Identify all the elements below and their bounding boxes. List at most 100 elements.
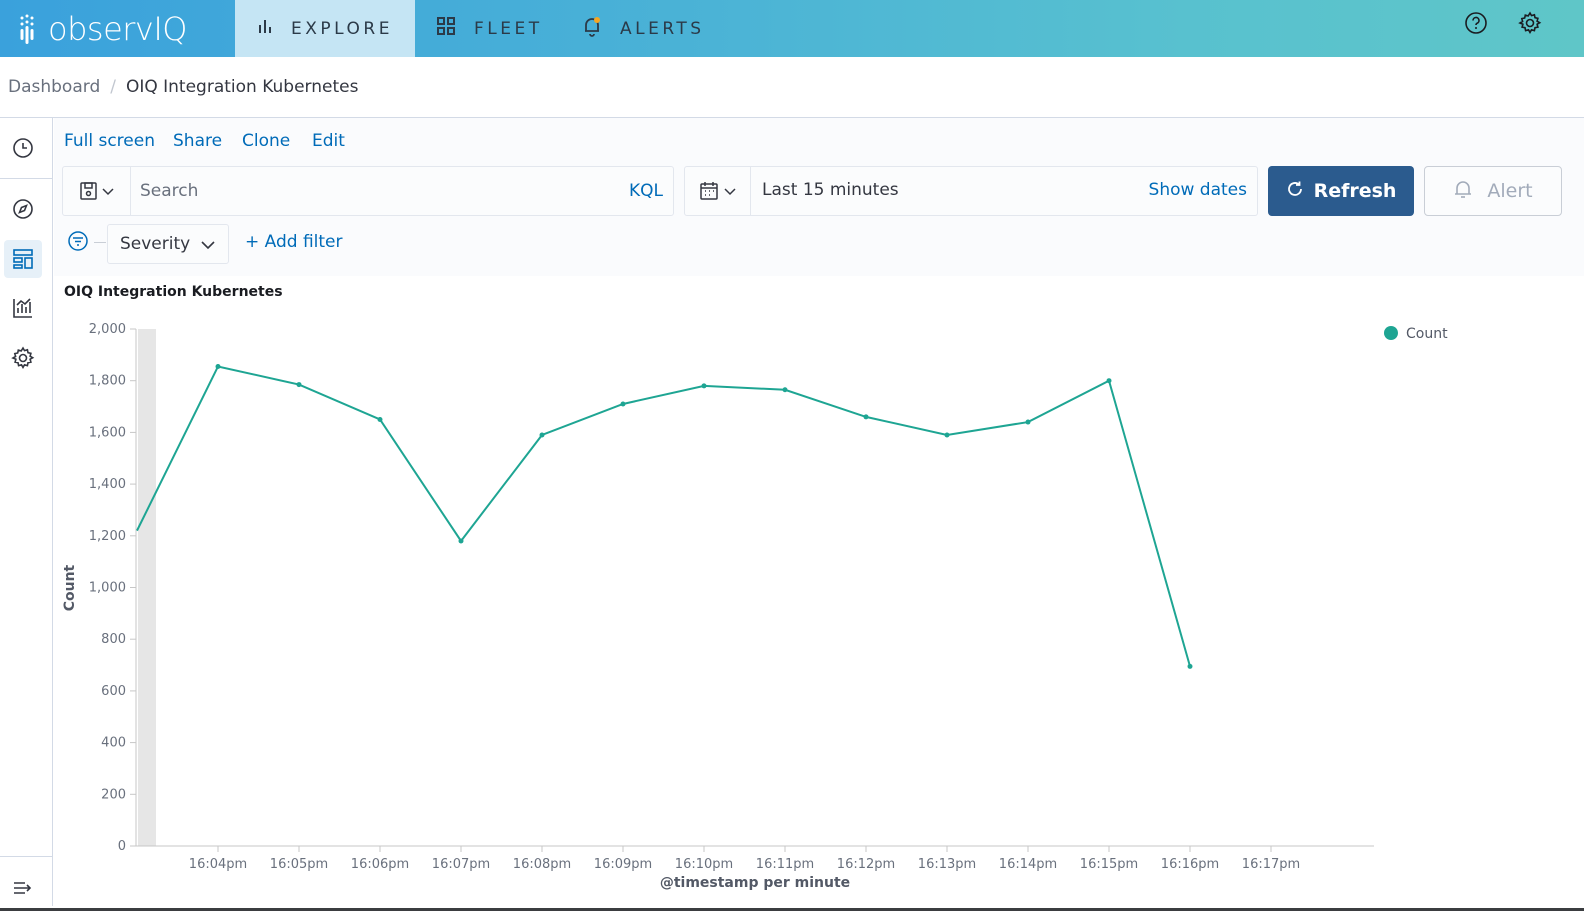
show-dates-link[interactable]: Show dates xyxy=(1148,180,1247,200)
legend-swatch xyxy=(1384,326,1398,340)
filter-menu-icon[interactable] xyxy=(66,229,90,253)
x-tick-label: 16:10pm xyxy=(675,857,733,872)
bottom-scrollbar xyxy=(0,906,1584,919)
data-point[interactable] xyxy=(215,363,221,369)
breadcrumb-dashboard[interactable]: Dashboard xyxy=(8,77,101,97)
x-tick-label: 16:13pm xyxy=(918,857,976,872)
tab-fleet-label: FLEET xyxy=(474,18,543,39)
help-icon[interactable] xyxy=(1464,11,1488,35)
clock-icon[interactable] xyxy=(11,136,35,160)
data-point[interactable] xyxy=(701,383,707,389)
add-filter-link[interactable]: + Add filter xyxy=(245,232,343,252)
panel-title: OIQ Integration Kubernetes xyxy=(64,284,283,300)
rail-divider xyxy=(0,178,53,179)
x-tick-label: 16:06pm xyxy=(351,857,409,872)
data-point[interactable] xyxy=(458,538,464,544)
search-bar: Search KQL xyxy=(62,166,674,216)
time-range-value[interactable]: Last 15 minutes xyxy=(762,180,899,200)
bar-chart-icon xyxy=(257,18,273,39)
breadcrumb: Dashboard / OIQ Integration Kubernetes xyxy=(0,57,1584,118)
kql-toggle[interactable]: KQL xyxy=(629,181,663,201)
tab-explore[interactable]: EXPLORE xyxy=(235,0,415,57)
edit-link[interactable]: Edit xyxy=(312,131,345,151)
series-line-count xyxy=(136,365,1191,667)
data-point[interactable] xyxy=(1025,419,1031,425)
y-tick-label: 1,400 xyxy=(89,477,126,492)
y-axis-title: Count xyxy=(62,564,78,611)
bell-icon xyxy=(582,15,602,42)
x-tick-label: 16:14pm xyxy=(999,857,1057,872)
quick-date-button[interactable] xyxy=(685,167,751,215)
x-tick-label: 16:05pm xyxy=(270,857,328,872)
x-tick-label: 16:17pm xyxy=(1242,857,1300,872)
filter-connector xyxy=(94,242,106,243)
x-tick-label: 16:12pm xyxy=(837,857,895,872)
settings-icon[interactable] xyxy=(11,346,35,370)
side-rail xyxy=(0,118,53,919)
visualize-icon[interactable] xyxy=(11,296,35,320)
breadcrumb-current: OIQ Integration Kubernetes xyxy=(125,77,359,97)
y-tick-label: 600 xyxy=(101,684,126,699)
share-link[interactable]: Share xyxy=(173,131,223,151)
data-point[interactable] xyxy=(1187,663,1193,669)
x-tick-label: 16:04pm xyxy=(189,857,247,872)
grid-icon xyxy=(436,16,456,41)
gear-icon[interactable] xyxy=(1518,11,1542,35)
data-point[interactable] xyxy=(620,401,626,407)
y-tick-label: 800 xyxy=(101,632,126,647)
refresh-label: Refresh xyxy=(1313,180,1397,202)
alert-button[interactable]: Alert xyxy=(1424,166,1562,216)
rail-active-highlight xyxy=(4,240,42,278)
calendar-icon xyxy=(699,182,736,200)
x-tick-label: 16:09pm xyxy=(594,857,652,872)
severity-filter[interactable]: Severity xyxy=(107,224,229,264)
compass-icon[interactable] xyxy=(11,197,35,221)
data-point[interactable] xyxy=(863,414,869,420)
save-icon xyxy=(79,182,114,200)
x-tick-label: 16:11pm xyxy=(756,857,814,872)
tab-alerts-label: ALERTS xyxy=(620,18,705,39)
tab-explore-label: EXPLORE xyxy=(291,18,393,39)
refresh-icon xyxy=(1286,180,1304,203)
search-input[interactable]: Search xyxy=(140,181,199,201)
severity-label: Severity xyxy=(120,234,191,254)
data-point[interactable] xyxy=(377,416,383,422)
collapse-icon[interactable] xyxy=(11,876,35,900)
query-toolbar: Full screen Share Clone Edit Search KQL … xyxy=(54,118,1584,276)
data-point[interactable] xyxy=(944,432,950,438)
chart-shaded-start-band xyxy=(138,329,156,846)
saved-query-button[interactable] xyxy=(63,167,131,215)
y-tick-label: 1,000 xyxy=(89,581,126,596)
y-tick-label: 0 xyxy=(118,839,126,854)
legend-label[interactable]: Count xyxy=(1406,326,1448,342)
x-tick-label: 16:08pm xyxy=(513,857,571,872)
refresh-button[interactable]: Refresh xyxy=(1268,166,1414,216)
data-point[interactable] xyxy=(296,382,302,388)
logo[interactable]: observIQ xyxy=(0,0,235,57)
top-navigation: observIQ EXPLORE FLEET ALERTS xyxy=(0,0,1584,57)
logo-text: observIQ xyxy=(48,9,187,48)
tab-alerts[interactable]: ALERTS xyxy=(582,0,705,57)
data-point[interactable] xyxy=(539,432,545,438)
y-tick-label: 2,000 xyxy=(89,322,126,337)
bell-outline-icon xyxy=(1453,179,1473,204)
tab-fleet[interactable]: FLEET xyxy=(436,0,543,57)
dashboard-icon[interactable] xyxy=(11,247,35,271)
full-screen-link[interactable]: Full screen xyxy=(64,131,155,151)
data-point[interactable] xyxy=(1106,378,1112,384)
x-axis-title: @timestamp per minute xyxy=(660,875,850,891)
data-point[interactable] xyxy=(782,387,788,393)
y-tick-label: 200 xyxy=(101,787,126,802)
date-picker: Last 15 minutes Show dates xyxy=(684,166,1258,216)
y-tick-label: 1,800 xyxy=(89,374,126,389)
clone-link[interactable]: Clone xyxy=(242,131,291,151)
y-tick-label: 400 xyxy=(101,736,126,751)
breadcrumb-separator: / xyxy=(110,77,116,97)
count-line-chart: 0 200 400 600 800 1,000 1,200 1,400 1,600 1,800 2,… xyxy=(62,322,1448,891)
x-tick-label: 16:07pm xyxy=(432,857,490,872)
y-tick-label: 1,200 xyxy=(89,529,126,544)
scrollbar-track[interactable] xyxy=(0,908,1584,911)
alert-label: Alert xyxy=(1487,180,1533,202)
logo-icon xyxy=(20,14,34,44)
y-tick-label: 1,600 xyxy=(89,425,126,440)
